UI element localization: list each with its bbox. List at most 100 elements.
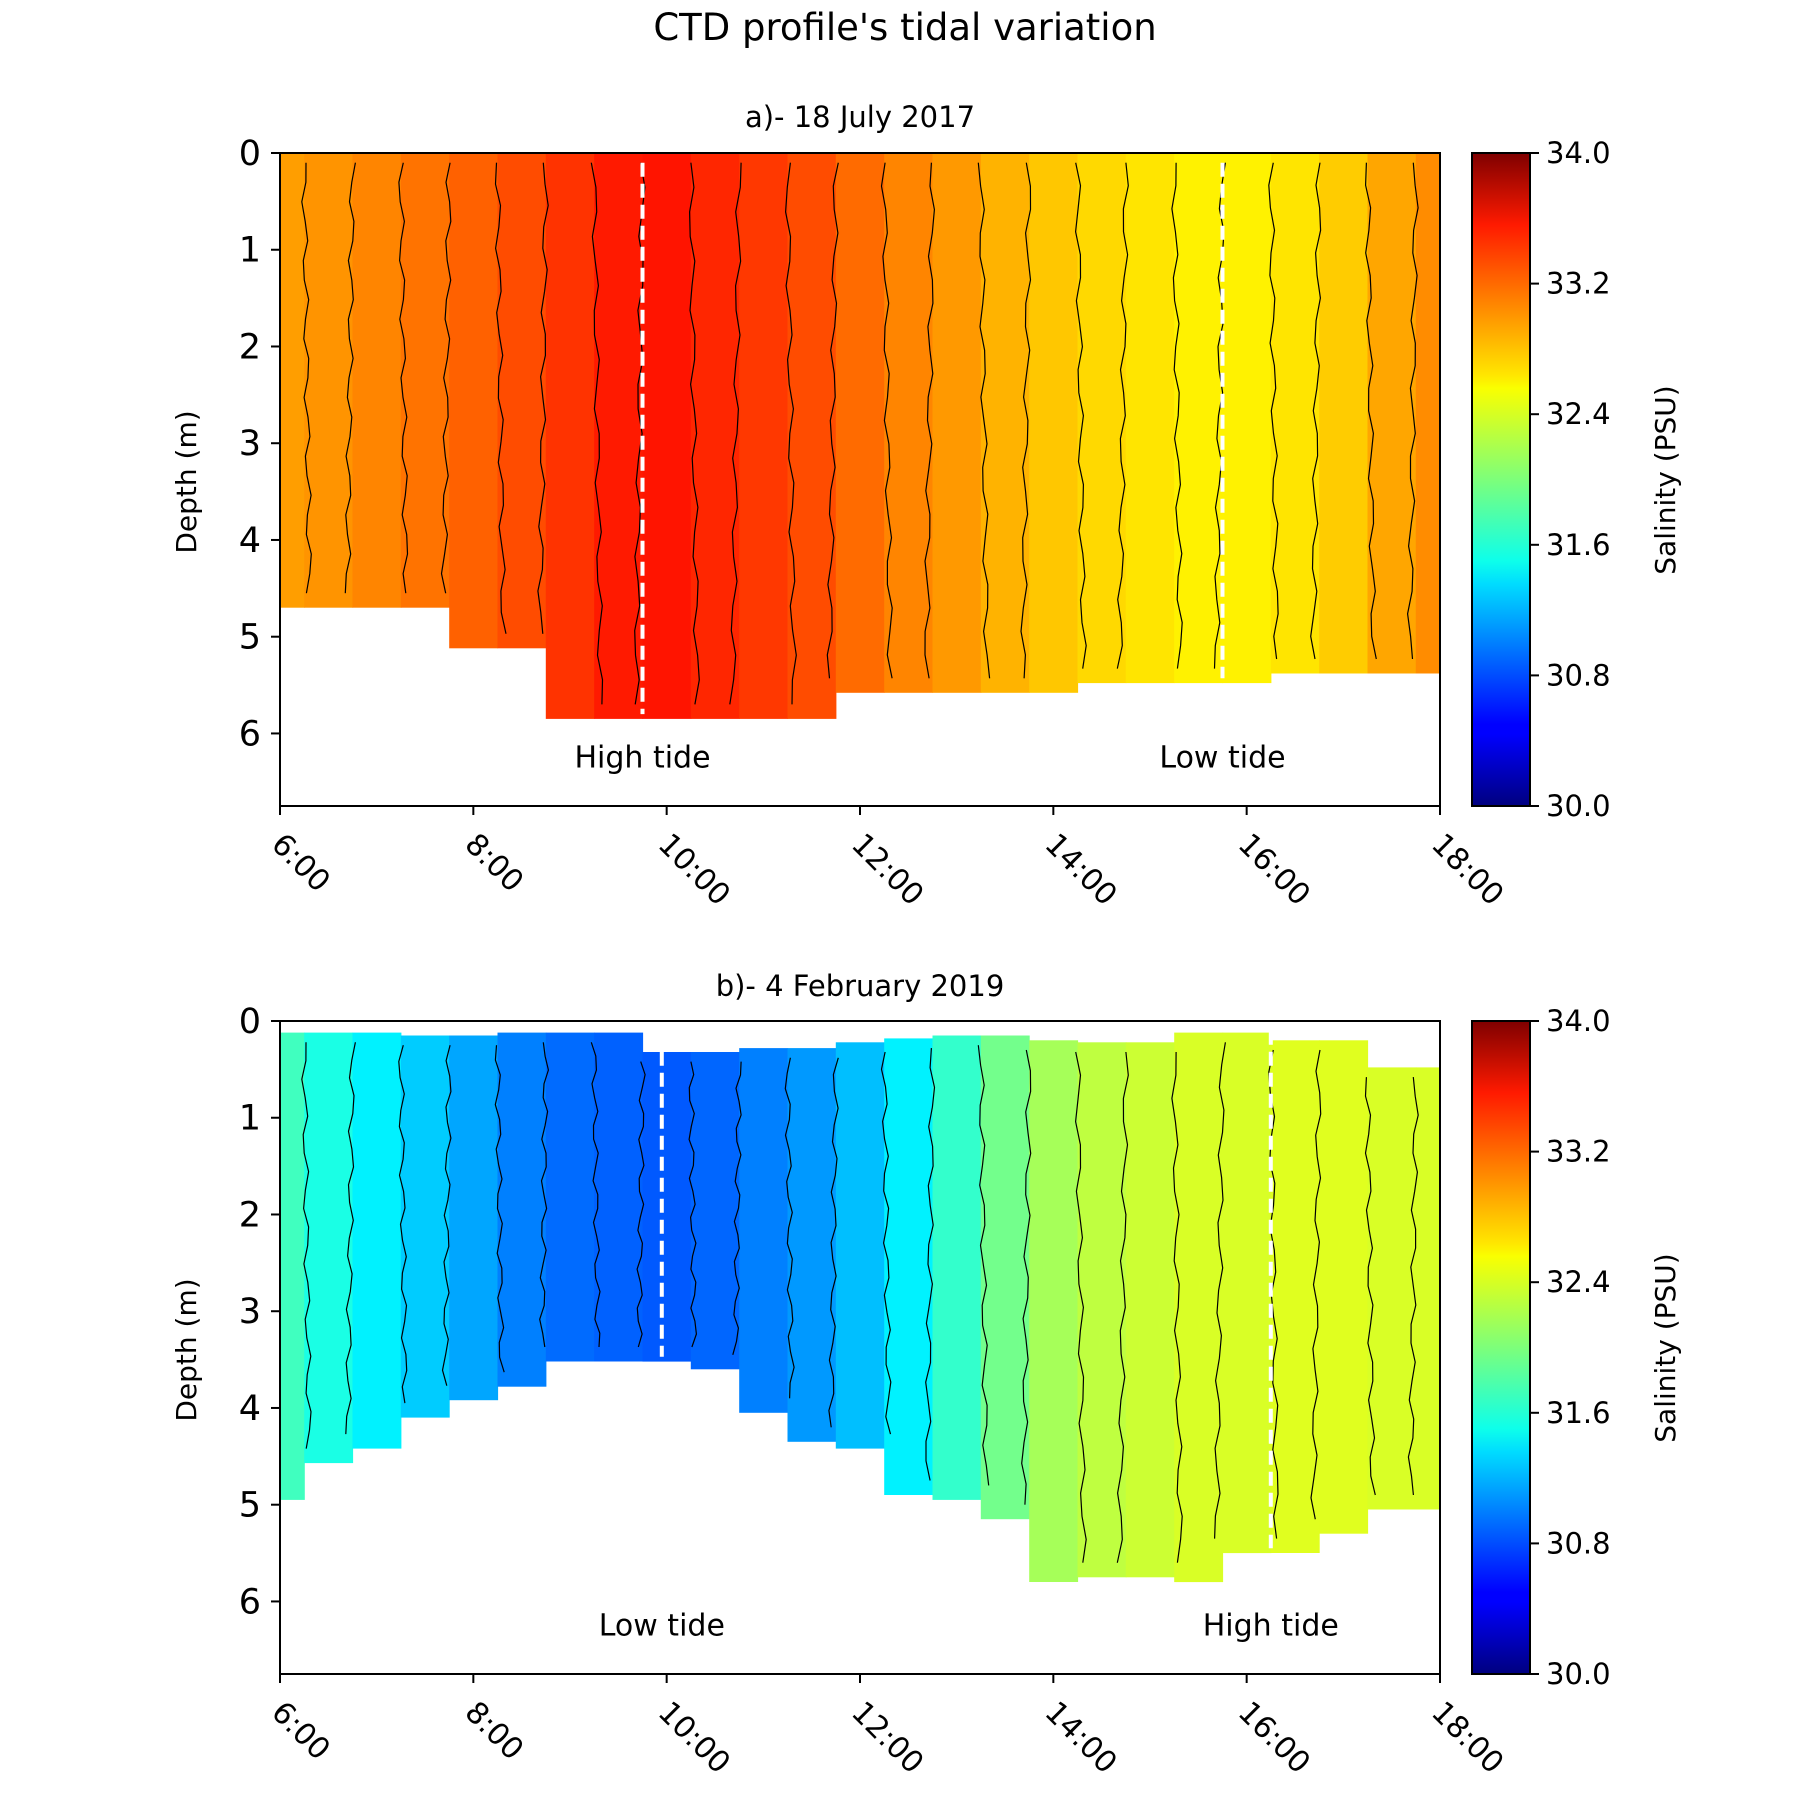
isohaline-line-1 xyxy=(301,162,312,594)
isohaline-line-14 xyxy=(925,1048,936,1481)
ytick-label-0: 0 xyxy=(239,134,261,174)
panel-b-ylabel: Depth (m) xyxy=(170,1278,203,1421)
isohaline-line-4 xyxy=(441,1045,452,1386)
isohaline-line-3 xyxy=(398,162,409,594)
isohaline-line-12 xyxy=(828,1057,839,1428)
salinity-cell-9 xyxy=(690,1052,740,1370)
xtick-label-6: 18:00 xyxy=(1424,827,1510,913)
panel-a-colorbar xyxy=(1471,152,1531,807)
salinity-cell-10 xyxy=(739,153,789,719)
xtick-label-0: 6:00 xyxy=(264,1695,336,1767)
isohaline-line-15 xyxy=(977,1045,990,1486)
cbtick-label-3: 31.6 xyxy=(1546,528,1611,562)
isohaline-line-2 xyxy=(344,162,356,594)
panel-a-ylabel: Depth (m) xyxy=(170,410,203,553)
xtick-label-3: 12:00 xyxy=(844,1695,930,1781)
isohaline-line-7 xyxy=(590,162,604,705)
salinity-cell-4 xyxy=(449,153,499,649)
ytick-label-2: 2 xyxy=(239,327,261,367)
cbtick-label-4: 30.8 xyxy=(1546,1526,1611,1560)
salinity-cell-16 xyxy=(1029,153,1079,693)
panel-b-colorbar-ticks: 34.0 33.2 32.4 31.6 30.8 30.0 xyxy=(1530,1004,1611,1691)
salinity-cell-15 xyxy=(980,153,1030,693)
isohaline-line-12 xyxy=(826,162,839,679)
xtick-label-5: 16:00 xyxy=(1231,1695,1317,1781)
xtick-label-0: 6:00 xyxy=(264,827,336,899)
panel-b-yaxis: 0 1 2 3 4 5 6 xyxy=(239,1002,280,1622)
isohaline-line-24 xyxy=(1407,1077,1419,1496)
isohaline-line-13 xyxy=(880,1051,892,1435)
cbtick-label-0: 34.0 xyxy=(1546,136,1611,170)
salinity-cell-2 xyxy=(352,153,402,608)
salinity-cell-4 xyxy=(449,1035,499,1401)
panel-b-colorbar-label: Salinity (PSU) xyxy=(1649,1253,1682,1442)
xtick-label-4: 14:00 xyxy=(1038,1695,1124,1781)
salinity-cell-20 xyxy=(1222,1032,1272,1554)
salinity-cell-11 xyxy=(787,1048,837,1442)
salinity-cell-22 xyxy=(1319,1040,1369,1534)
salinity-cell-6 xyxy=(545,1032,595,1362)
xtick-label-1: 8:00 xyxy=(458,827,530,899)
cbtick-label-4: 30.8 xyxy=(1546,658,1611,692)
salinity-cell-21 xyxy=(1270,1040,1320,1553)
xtick-label-2: 10:00 xyxy=(651,1695,737,1781)
salinity-cell-19 xyxy=(1174,153,1224,684)
salinity-cell-8 xyxy=(642,153,692,719)
salinity-cell-3 xyxy=(400,1035,450,1418)
ytick-label-6: 6 xyxy=(239,1582,261,1622)
panel-b-xaxis: 6:00 8:00 10:00 12:00 14:00 16:00 18:00 xyxy=(264,1674,1510,1781)
salinity-cell-0 xyxy=(280,1032,305,1500)
ytick-label-0: 0 xyxy=(239,1002,261,1042)
salinity-cell-22 xyxy=(1319,153,1369,674)
isohaline-line-11 xyxy=(784,1057,795,1399)
isohaline-line-1 xyxy=(301,1042,312,1449)
isohaline-line-9 xyxy=(688,162,700,705)
isohaline-line-18 xyxy=(1116,1051,1129,1563)
salinity-cell-14 xyxy=(932,1035,982,1500)
ytick-label-3: 3 xyxy=(239,1292,261,1332)
salinity-cell-8 xyxy=(642,1052,692,1362)
tide-marker-label-1: Low tide xyxy=(1159,740,1285,775)
cbtick-label-3: 31.6 xyxy=(1546,1396,1611,1430)
panel-b-title: b)- 4 February 2019 xyxy=(716,969,1005,1003)
cbtick-label-1: 33.2 xyxy=(1546,1135,1611,1169)
ytick-label-5: 5 xyxy=(239,618,261,658)
panel-a-yaxis: 0 1 2 3 4 5 6 xyxy=(239,134,280,754)
figure-title: CTD profile's tidal variation xyxy=(653,6,1156,49)
isohaline-line-22 xyxy=(1310,1049,1322,1520)
isohaline-line-6 xyxy=(539,1042,550,1348)
salinity-cell-23 xyxy=(1367,1067,1417,1510)
salinity-cell-17 xyxy=(1077,153,1127,684)
isohaline-line-5 xyxy=(494,162,507,634)
isohaline-line-11 xyxy=(784,162,797,705)
panel-b-colorbar xyxy=(1471,1020,1531,1675)
isohaline-line-8 xyxy=(636,1061,646,1348)
ytick-label-5: 5 xyxy=(239,1486,261,1526)
salinity-cell-7 xyxy=(594,1032,644,1362)
salinity-cell-1 xyxy=(304,153,354,608)
xtick-label-6: 18:00 xyxy=(1424,1695,1510,1781)
panel-a-plot: High tide Low tide xyxy=(280,153,1441,775)
xtick-label-5: 16:00 xyxy=(1231,827,1317,913)
salinity-cell-18 xyxy=(1125,1042,1175,1578)
salinity-cell-23 xyxy=(1367,153,1417,674)
xtick-label-4: 14:00 xyxy=(1038,827,1124,913)
ytick-label-3: 3 xyxy=(239,424,261,464)
salinity-cell-0 xyxy=(280,153,305,608)
xtick-label-1: 8:00 xyxy=(458,1695,530,1767)
salinity-cell-6 xyxy=(545,153,595,719)
isohaline-line-19 xyxy=(1171,162,1183,669)
salinity-cell-2 xyxy=(352,1032,402,1449)
salinity-cell-1 xyxy=(304,1032,354,1464)
xtick-label-3: 12:00 xyxy=(844,827,930,913)
salinity-cell-10 xyxy=(739,1048,789,1413)
salinity-cell-5 xyxy=(497,1032,547,1387)
isohaline-line-17 xyxy=(1074,162,1087,669)
salinity-cell-20 xyxy=(1222,153,1272,684)
salinity-cell-13 xyxy=(884,153,934,693)
isohaline-line-13 xyxy=(880,162,893,679)
isohaline-line-10 xyxy=(732,1061,742,1355)
salinity-cell-11 xyxy=(787,153,837,719)
